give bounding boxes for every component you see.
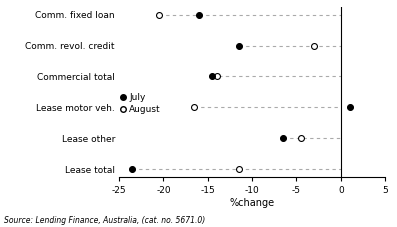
Point (236, 44, 242, 47)
Point (196, 13, 202, 16)
Point (209, 75, 215, 78)
X-axis label: %change: %change (229, 198, 275, 208)
Text: Source: Lending Finance, Australia, (cat. no. 5671.0): Source: Lending Finance, Australia, (cat… (4, 216, 205, 225)
Legend: July, August: July, August (121, 93, 161, 114)
Point (280, 137, 286, 140)
Point (311, 44, 317, 47)
Point (347, 106, 353, 109)
Point (129, 168, 135, 171)
Point (298, 137, 304, 140)
Point (156, 13, 162, 16)
Point (236, 168, 242, 171)
Point (214, 75, 220, 78)
Point (191, 106, 198, 109)
